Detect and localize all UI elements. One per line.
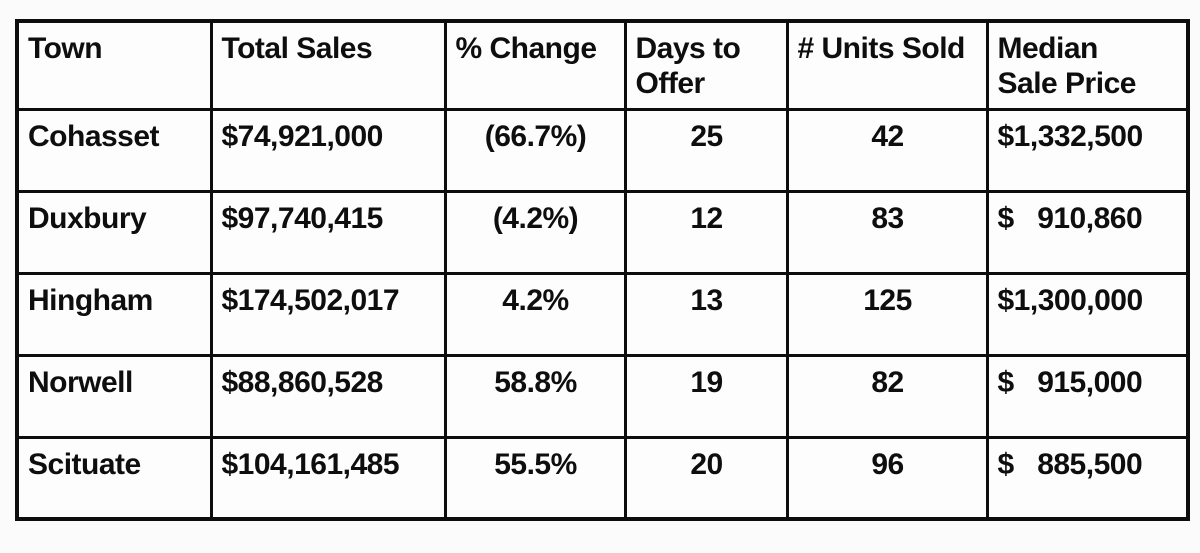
cell-town: Cohasset bbox=[15, 107, 213, 193]
table-row-norwell: Norwell $88,860,528 58.8% 19 82 $ 915,00… bbox=[15, 353, 1190, 439]
cell-town: Norwell bbox=[15, 353, 213, 439]
cell-units-sold: 82 bbox=[785, 353, 989, 439]
cell-pct-change: (4.2%) bbox=[443, 189, 627, 275]
table-row-hingham: Hingham $174,502,017 4.2% 13 125 $1,300,… bbox=[15, 271, 1190, 357]
header-cell-pct-change: % Change bbox=[443, 19, 627, 111]
cell-median-sale-price: $ 910,860 bbox=[985, 189, 1190, 275]
table-row-cohasset: Cohasset $74,921,000 (66.7%) 25 42 $1,33… bbox=[15, 107, 1190, 193]
cell-median-sale-price: $1,332,500 bbox=[985, 107, 1190, 193]
header-cell-town: Town bbox=[15, 19, 213, 111]
header-cell-units-sold: # Units Sold bbox=[785, 19, 989, 111]
cell-total-sales: $88,860,528 bbox=[209, 353, 447, 439]
cell-total-sales: $97,740,415 bbox=[209, 189, 447, 275]
cell-units-sold: 125 bbox=[785, 271, 989, 357]
cell-median-sale-price: $ 915,000 bbox=[985, 353, 1190, 439]
cell-total-sales: $74,921,000 bbox=[209, 107, 447, 193]
cell-units-sold: 96 bbox=[785, 435, 989, 521]
table-row-duxbury: Duxbury $97,740,415 (4.2%) 12 83 $ 910,8… bbox=[15, 189, 1190, 275]
cell-median-sale-price: $1,300,000 bbox=[985, 271, 1190, 357]
header-cell-median-sale-price: Median Sale Price bbox=[985, 19, 1190, 111]
cell-total-sales: $104,161,485 bbox=[209, 435, 447, 521]
cell-units-sold: 42 bbox=[785, 107, 989, 193]
cell-pct-change: 55.5% bbox=[443, 435, 627, 521]
cell-units-sold: 83 bbox=[785, 189, 989, 275]
cell-median-sale-price: $ 885,500 bbox=[985, 435, 1190, 521]
cell-pct-change: 58.8% bbox=[443, 353, 627, 439]
cell-town: Duxbury bbox=[15, 189, 213, 275]
cell-town: Scituate bbox=[15, 435, 213, 521]
cell-days-to-offer: 20 bbox=[623, 435, 789, 521]
table-row-scituate: Scituate $104,161,485 55.5% 20 96 $ 885,… bbox=[15, 435, 1190, 521]
cell-days-to-offer: 13 bbox=[623, 271, 789, 357]
header-cell-days-to-offer: Days to Offer bbox=[623, 19, 789, 111]
cell-days-to-offer: 12 bbox=[623, 189, 789, 275]
cell-pct-change: (66.7%) bbox=[443, 107, 627, 193]
sales-table: Town Total Sales % Change Days to Offer … bbox=[15, 19, 1190, 522]
cell-town: Hingham bbox=[15, 271, 213, 357]
cell-days-to-offer: 25 bbox=[623, 107, 789, 193]
header-row: Town Total Sales % Change Days to Offer … bbox=[15, 19, 1190, 111]
cell-total-sales: $174,502,017 bbox=[209, 271, 447, 357]
header-cell-total-sales: Total Sales bbox=[209, 19, 447, 111]
cell-days-to-offer: 19 bbox=[623, 353, 789, 439]
cell-pct-change: 4.2% bbox=[443, 271, 627, 357]
